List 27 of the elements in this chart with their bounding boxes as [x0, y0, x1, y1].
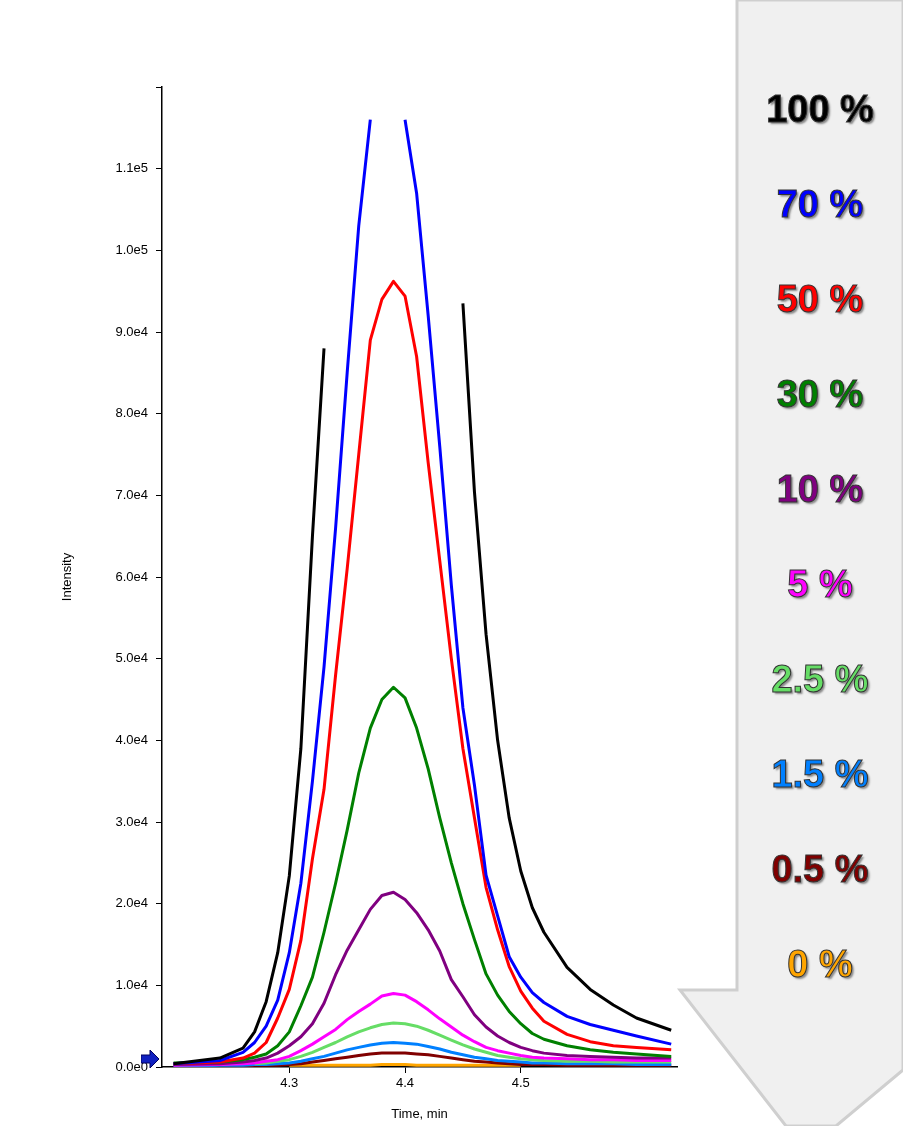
y-tick-label: 1.0e4	[115, 976, 148, 992]
text: 2.5 %	[771, 657, 869, 702]
y-tick-label: 6.0e4	[115, 568, 148, 584]
x-tick-label: 4.4	[395, 1075, 415, 1091]
text: 1.5 %	[771, 752, 869, 797]
y-axis-title: Intensity	[59, 552, 75, 602]
text: 0 %	[787, 942, 853, 987]
text: 50 %	[776, 277, 864, 322]
text: 100 %	[766, 87, 874, 132]
text: 0.5 %	[771, 847, 869, 892]
y-tick-label: 5.0e4	[115, 650, 148, 666]
y-tick-label: 0.0e0	[115, 1058, 148, 1074]
x-tick-label: 4.5	[511, 1075, 530, 1091]
x-tick-label: 4.3	[280, 1075, 299, 1091]
text: 10 %	[776, 467, 864, 512]
text: 70 %	[776, 182, 864, 227]
y-tick-label: 3.0e4	[115, 813, 148, 829]
y-tick-label: 1.1e5	[115, 160, 148, 176]
y-tick-label: 2.0e4	[115, 895, 148, 911]
y-tick-label: 7.0e4	[115, 486, 148, 502]
text: 5 %	[787, 562, 853, 607]
y-tick-label: 8.0e4	[115, 405, 148, 421]
x-axis-title: Time, min	[391, 1105, 448, 1121]
y-tick-label: 9.0e4	[115, 323, 148, 339]
y-tick-label: 4.0e4	[115, 731, 148, 747]
y-tick-label: 1.0e5	[115, 241, 148, 257]
text: 30 %	[776, 372, 864, 417]
